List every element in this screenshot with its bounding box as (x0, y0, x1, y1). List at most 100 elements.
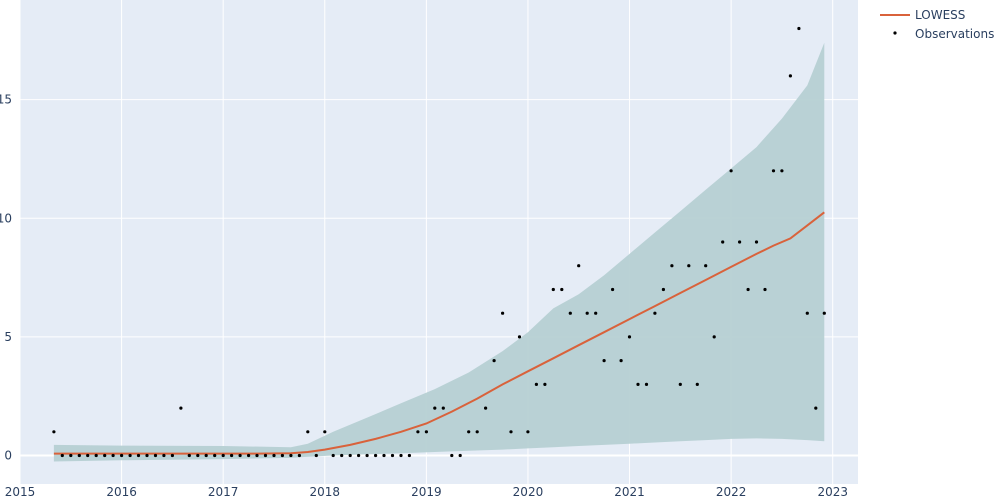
observation-point (263, 453, 268, 458)
x-tick-label: 2021 (614, 485, 645, 499)
observation-point (738, 240, 742, 244)
lowess-line-layer (53, 211, 825, 455)
observation-point (467, 430, 471, 434)
x-tick-label: 2018 (309, 485, 340, 499)
observation-point (86, 453, 90, 458)
observation-point (103, 453, 107, 458)
observation-point (822, 311, 826, 315)
observation-point (153, 453, 158, 458)
observation-point (128, 453, 132, 458)
observation-point (560, 287, 564, 292)
observation-point (340, 453, 344, 458)
observation-point (594, 311, 598, 315)
observation-point (77, 453, 81, 458)
observation-point (585, 311, 589, 315)
observation-point (526, 430, 530, 434)
observation-point (323, 430, 327, 434)
observation-point (721, 240, 725, 244)
observation-point (196, 453, 200, 458)
observation-point (611, 287, 615, 292)
observations-layer (52, 26, 826, 458)
lowess-line (53, 211, 825, 455)
y-tick-label: 10 (0, 211, 12, 225)
observation-point (255, 453, 259, 458)
observation-point (179, 406, 183, 410)
legend: LOWESS Observations (880, 8, 994, 41)
observation-point (213, 453, 217, 458)
observation-point (763, 287, 767, 292)
observation-point (187, 453, 191, 458)
observation-point (687, 264, 691, 268)
observation-point (170, 453, 174, 458)
confidence-band (53, 42, 825, 462)
observation-point (754, 240, 759, 244)
x-tick-label: 2023 (817, 485, 848, 499)
observation-point (771, 169, 776, 173)
observation-point (577, 264, 581, 268)
observation-point (374, 453, 378, 458)
observation-point (204, 453, 208, 458)
observation-point (230, 453, 234, 458)
observation-point (636, 382, 640, 386)
observation-point (746, 287, 750, 292)
observation-point (780, 169, 784, 173)
x-tick-labels: 2015 2016 2017 2018 2019 2020 2021 2022 2023 (5, 485, 848, 499)
observation-point (712, 335, 716, 339)
observation-point (94, 453, 98, 458)
observation-point (120, 453, 124, 458)
observation-point (382, 453, 386, 458)
observation-point (534, 382, 539, 386)
observation-point (399, 453, 403, 458)
x-tick-label: 2022 (716, 485, 747, 499)
observation-point (450, 453, 454, 458)
observation-point (357, 453, 361, 458)
observation-point (111, 453, 115, 458)
observation-point (492, 359, 496, 363)
observation-point (424, 430, 428, 434)
observation-point (314, 453, 318, 458)
observation-point (627, 335, 632, 339)
observation-point (348, 453, 352, 458)
x-tick-label: 2017 (208, 485, 239, 499)
legend-lowess-label: LOWESS (915, 8, 965, 22)
observation-point (306, 430, 310, 434)
observation-point (60, 453, 64, 458)
observation-point (280, 453, 284, 458)
observation-point (797, 26, 801, 31)
observation-point (517, 335, 522, 339)
observation-point (661, 287, 666, 292)
y-tick-label: 5 (4, 330, 12, 344)
observation-point (297, 453, 301, 458)
x-tick-label: 2015 (5, 485, 36, 499)
observation-point (221, 453, 225, 458)
x-tick-label: 2019 (411, 485, 442, 499)
observation-point (69, 453, 73, 458)
y-tick-label: 15 (0, 93, 12, 107)
legend-observations-label: Observations (915, 27, 994, 41)
observation-point (433, 406, 437, 410)
observation-point (568, 311, 572, 315)
observation-point (331, 453, 335, 458)
observation-point (390, 453, 395, 458)
observation-point (458, 453, 462, 458)
observation-point (602, 359, 606, 363)
observation-point (805, 311, 809, 315)
observation-point (729, 169, 733, 173)
x-tick-label: 2020 (513, 485, 544, 499)
observation-point (653, 311, 657, 315)
legend-observations-swatch (893, 31, 897, 35)
observation-point (145, 453, 149, 458)
observation-point (475, 430, 479, 434)
observation-point (644, 382, 649, 386)
observation-point (365, 453, 369, 458)
observation-point (484, 406, 488, 410)
x-tick-label: 2016 (106, 485, 137, 499)
observation-point (619, 359, 623, 363)
y-tick-label: 0 (4, 449, 12, 463)
observation-point (289, 453, 293, 458)
observation-point (704, 264, 708, 268)
observation-point (670, 264, 674, 268)
observation-point (678, 382, 682, 386)
